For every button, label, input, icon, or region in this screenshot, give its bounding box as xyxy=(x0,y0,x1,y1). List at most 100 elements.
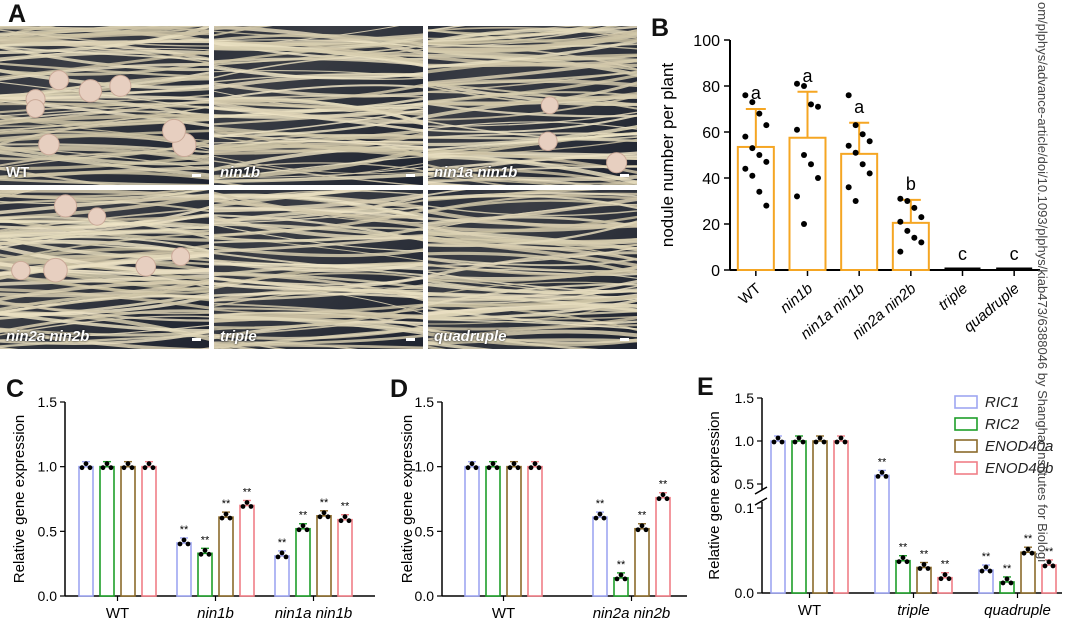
data-point xyxy=(763,122,770,129)
data-point xyxy=(597,511,603,517)
data-point xyxy=(507,465,513,471)
root-strand xyxy=(428,197,637,228)
root-strand xyxy=(0,77,209,100)
root-strand xyxy=(428,125,637,147)
x-tick-label: nin1b xyxy=(777,280,816,317)
root-strand xyxy=(428,195,637,210)
data-point xyxy=(177,541,183,547)
data-point xyxy=(904,559,910,565)
bar xyxy=(316,515,332,597)
data-point xyxy=(921,562,927,567)
root-strand xyxy=(0,98,209,121)
data-point xyxy=(664,496,670,502)
x-tick-label: WT xyxy=(492,605,515,621)
data-point xyxy=(219,515,225,521)
significance-mark: ** xyxy=(920,549,929,561)
root-strand xyxy=(428,329,637,345)
root-strand xyxy=(428,173,507,185)
root-strand xyxy=(214,206,423,224)
root-strand xyxy=(214,284,423,302)
root-texture xyxy=(428,26,637,185)
data-point xyxy=(756,188,763,195)
nodule xyxy=(25,99,45,119)
data-point xyxy=(842,439,848,445)
data-point xyxy=(227,515,233,521)
nodule xyxy=(171,247,191,266)
axis-break-gap xyxy=(756,490,1064,502)
significance-mark: ** xyxy=(982,551,991,563)
data-point xyxy=(917,566,923,571)
root-strand xyxy=(0,177,209,185)
chart-e-expression: Relative gene expression 0.0 0.1 0.5 1.0 1.5 W… xyxy=(706,390,1064,619)
nodule xyxy=(135,255,157,277)
root-strand xyxy=(214,235,423,253)
y-tick-label: 0.5 xyxy=(735,476,755,492)
data-point xyxy=(859,131,866,138)
root-strand xyxy=(0,99,209,117)
root-strand xyxy=(0,190,203,205)
root-strand xyxy=(0,329,209,345)
data-point xyxy=(300,523,306,529)
root-strand xyxy=(428,91,637,104)
data-point xyxy=(742,165,749,172)
y-axis-label: nodule number per plant xyxy=(658,63,677,248)
data-point xyxy=(845,184,852,191)
root-strand xyxy=(428,215,637,228)
data-point xyxy=(897,218,904,225)
data-point xyxy=(763,202,770,209)
data-point xyxy=(511,461,517,467)
root-strand xyxy=(214,30,423,39)
data-point xyxy=(1042,563,1048,569)
bar xyxy=(337,518,353,597)
data-point xyxy=(185,541,191,547)
root-texture xyxy=(428,190,637,349)
root-strand xyxy=(0,29,209,47)
scale-bar xyxy=(620,338,629,341)
significance-mark: ** xyxy=(941,559,950,571)
significance-mark: ** xyxy=(659,479,668,491)
panel-letter-d: D xyxy=(390,375,409,403)
root-strand xyxy=(428,294,637,308)
bar xyxy=(78,465,94,597)
panel-letter-c: C xyxy=(6,375,25,403)
root-strand xyxy=(428,307,637,325)
root-strand xyxy=(428,341,493,349)
panel-letter-b: B xyxy=(651,14,670,42)
data-point xyxy=(129,465,135,471)
scale-bar xyxy=(406,338,415,341)
root-photo-grid: WT nin1b nin1a nin1b nin2a nin2b triple … xyxy=(0,26,637,349)
scale-bar xyxy=(620,174,629,177)
data-point xyxy=(146,461,152,467)
chart-c-expression: Relative gene expression 0.0 0.5 1.0 1.5 WT **… xyxy=(11,394,375,621)
root-strand xyxy=(0,194,209,201)
root-strand xyxy=(428,91,637,106)
y-tick-label: 60 xyxy=(702,125,720,142)
data-point xyxy=(108,465,114,471)
nodule xyxy=(78,79,103,103)
data-point xyxy=(896,559,902,565)
root-strand xyxy=(428,279,637,295)
bar xyxy=(485,465,501,597)
data-point xyxy=(1004,576,1010,582)
root-strand xyxy=(214,46,423,64)
y-axis-label: Relative gene expression xyxy=(706,411,723,579)
data-point xyxy=(490,461,496,467)
data-point xyxy=(801,83,807,89)
y-tick-label: 20 xyxy=(702,217,720,234)
root-strand xyxy=(0,232,209,261)
data-point xyxy=(125,461,131,467)
root-strand xyxy=(428,121,637,130)
root-photo-nin1b: nin1b xyxy=(214,26,423,185)
data-point xyxy=(1008,580,1014,586)
data-point xyxy=(749,145,756,152)
data-point xyxy=(79,465,85,471)
data-point xyxy=(121,465,127,471)
root-strand xyxy=(428,164,637,185)
root-strand xyxy=(0,303,209,315)
root-strand xyxy=(0,147,209,164)
data-point xyxy=(808,161,814,168)
root-strand xyxy=(214,83,423,103)
root-strand xyxy=(0,311,209,333)
data-point xyxy=(845,142,852,149)
legend-swatch xyxy=(954,461,978,475)
